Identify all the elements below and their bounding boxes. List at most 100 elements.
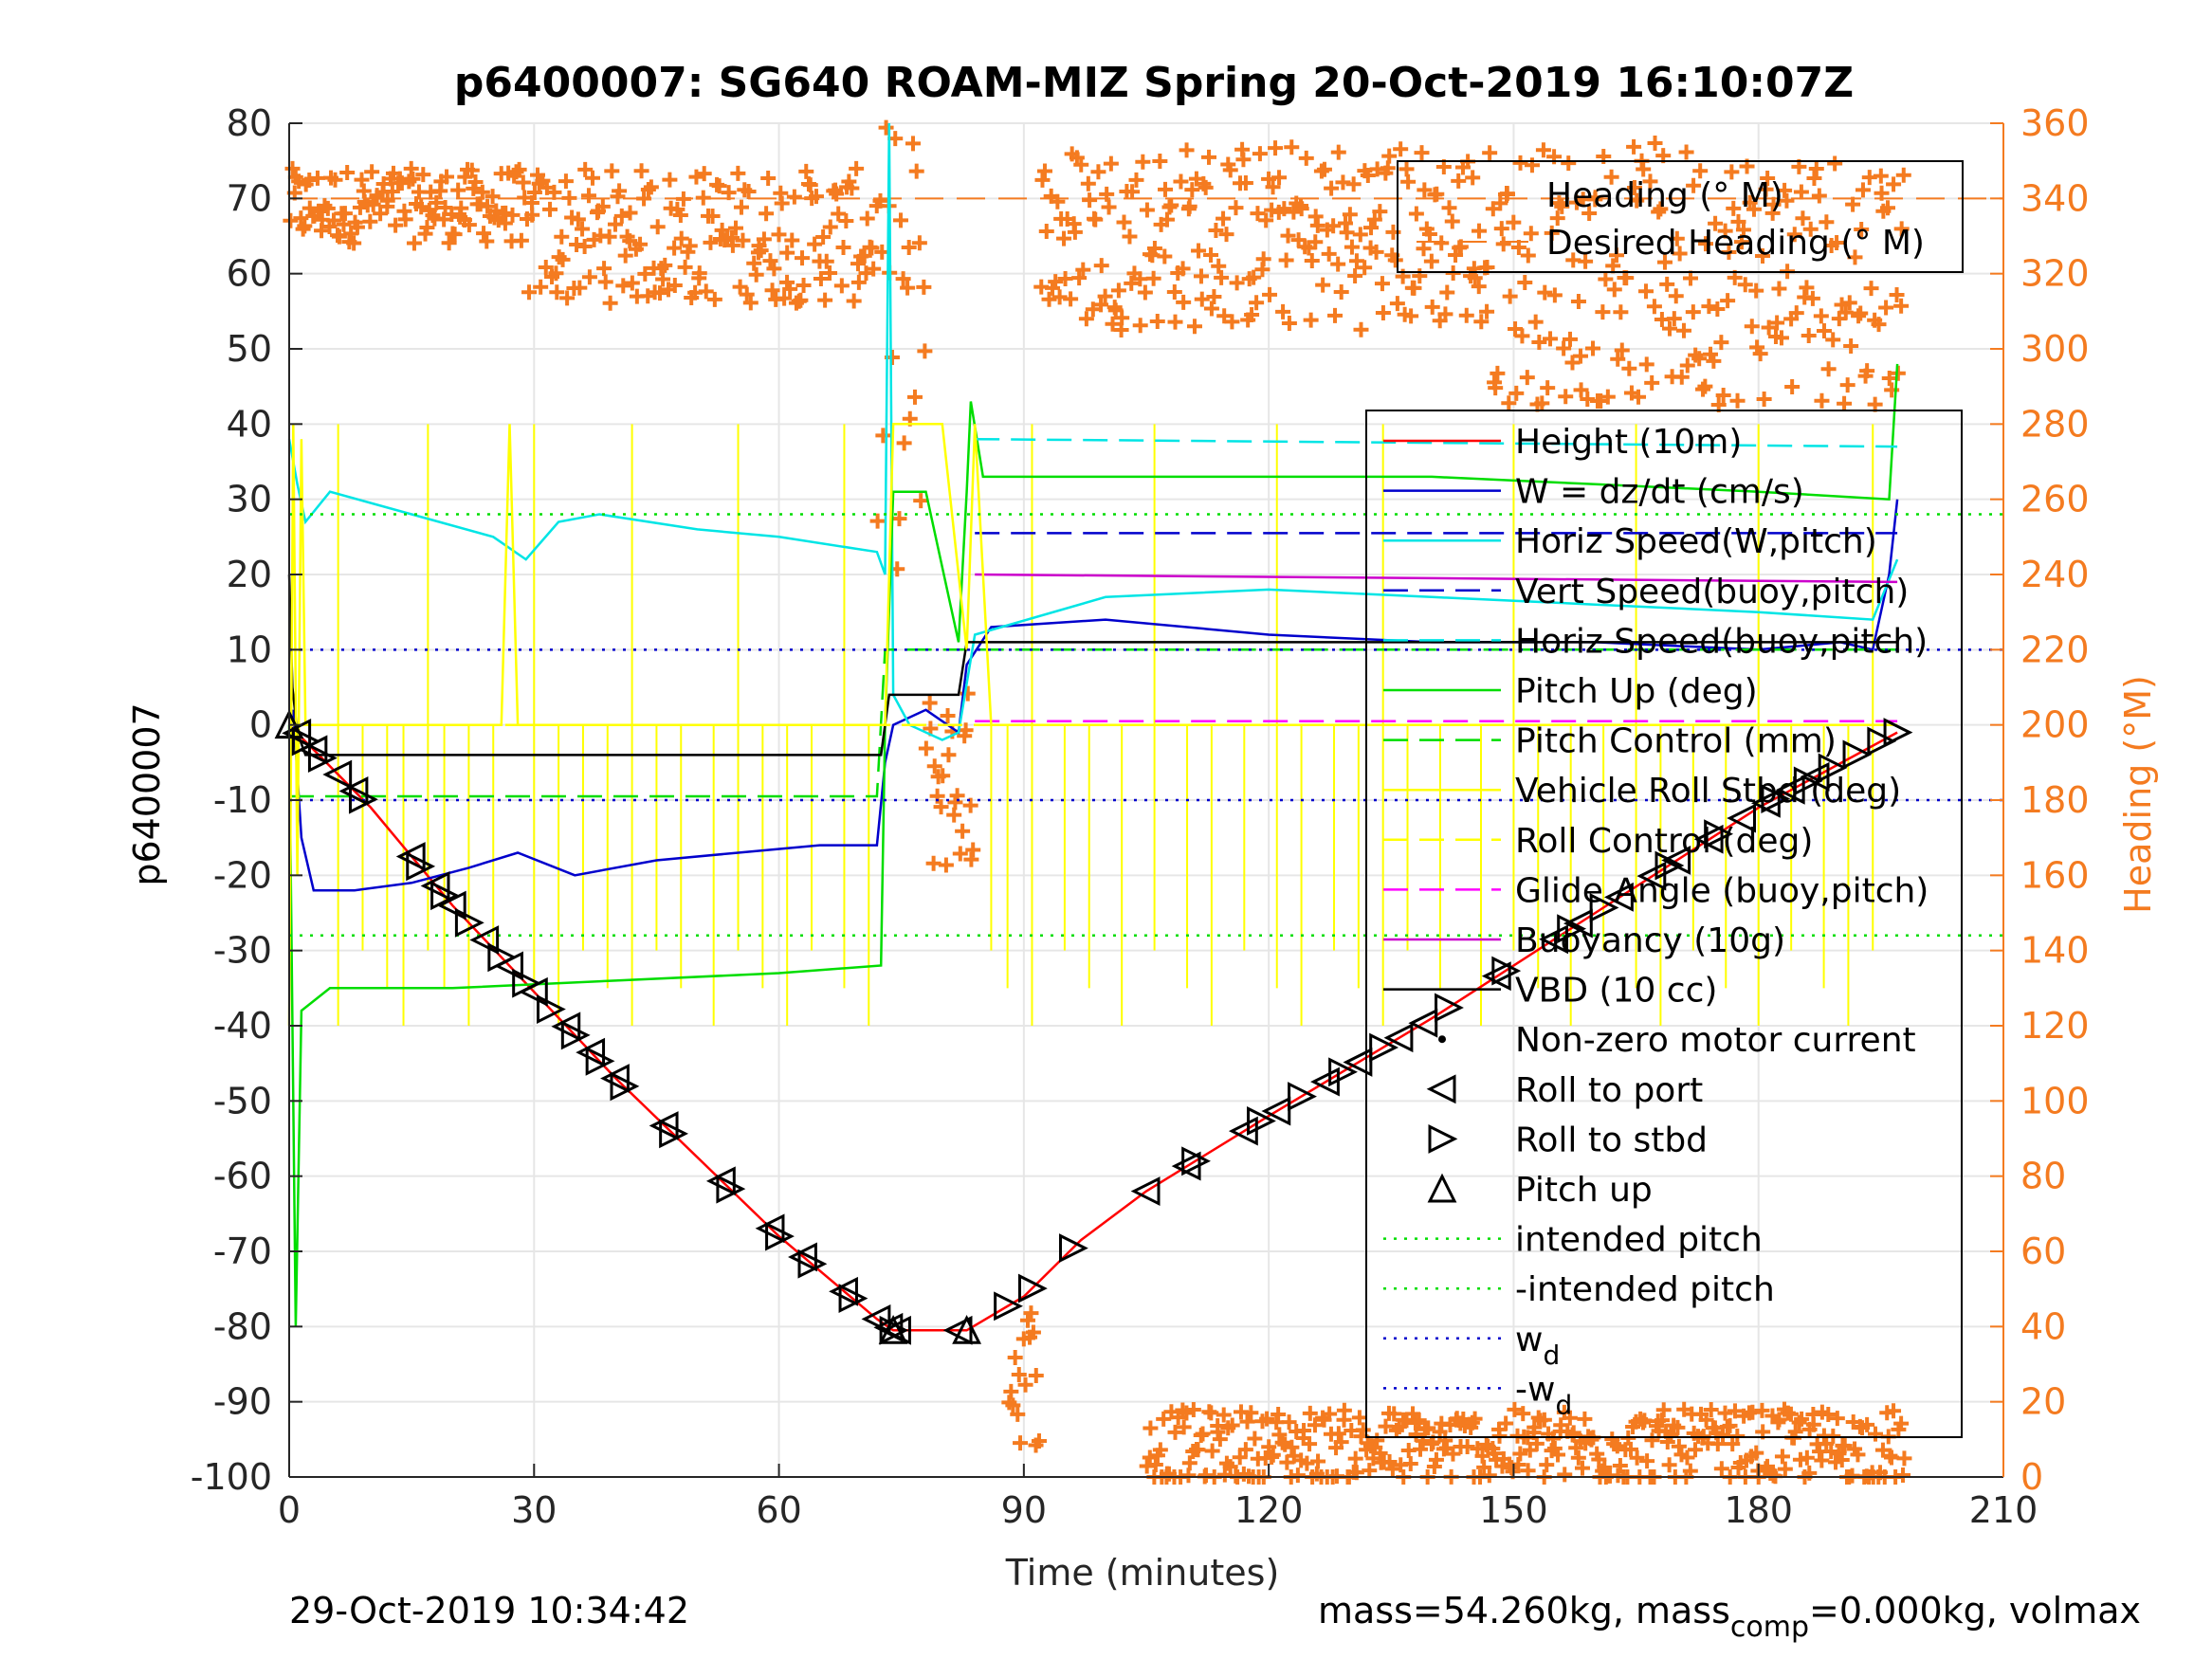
heading-point [1808, 160, 1824, 176]
heading-point [484, 189, 501, 205]
y-tick-label: 40 [227, 403, 272, 445]
heading-point [1321, 246, 1337, 262]
heading-point [905, 136, 921, 152]
heading-point [479, 233, 495, 249]
heading-point [748, 266, 764, 283]
heading-point [1811, 188, 1827, 204]
heading-point [1574, 1460, 1590, 1476]
heading-point [1152, 154, 1168, 170]
heading-point [1520, 1463, 1536, 1479]
heading-point [1488, 380, 1504, 396]
heading-point [533, 279, 549, 295]
heading-point [730, 165, 746, 181]
heading-point [1434, 235, 1450, 251]
y2-tick-label: 120 [2020, 1005, 2090, 1047]
heading-point [379, 192, 395, 209]
heading-point [1175, 261, 1191, 277]
heading-point [1825, 1428, 1841, 1444]
heading-point [856, 247, 872, 264]
heading-point [1176, 294, 1192, 310]
heading-point [1190, 1442, 1206, 1458]
heading-point [1889, 286, 1905, 302]
heading-point [815, 228, 832, 245]
heading-point [962, 797, 978, 813]
heading-point [1132, 271, 1148, 287]
heading-point [1825, 332, 1841, 348]
roll-stbd-marker [610, 1071, 640, 1102]
heading-point [1730, 213, 1746, 229]
heading-point [1881, 371, 1897, 387]
heading-point [1863, 281, 1879, 297]
heading-point [721, 185, 737, 201]
heading-point [1406, 280, 1422, 296]
heading-point [1637, 283, 1654, 300]
heading-point [1444, 213, 1460, 229]
heading-point [1017, 1376, 1033, 1393]
heading-point [538, 259, 554, 275]
heading-point [1666, 311, 1682, 327]
heading-point [1330, 1426, 1346, 1442]
legend-label: Non-zero motor current [1515, 1021, 1916, 1060]
heading-point [1851, 308, 1867, 324]
heading-point [1501, 395, 1517, 411]
heading-point [1203, 301, 1219, 317]
heading-point [327, 172, 343, 188]
series-w-dz-dt-cm-s [287, 499, 1899, 892]
heading-point [1210, 1424, 1226, 1440]
heading-point [524, 207, 540, 223]
heading-point [354, 172, 370, 188]
y-tick-label: -100 [191, 1456, 272, 1498]
heading-point [1685, 304, 1701, 320]
heading-point [1139, 202, 1155, 218]
heading-point [817, 292, 833, 308]
heading-point [511, 161, 527, 177]
heading-point [581, 269, 597, 285]
y2-tick-label: 80 [2020, 1156, 2066, 1197]
heading-point [1726, 200, 1742, 216]
heading-point [1570, 294, 1586, 310]
heading-point [1048, 274, 1064, 290]
roll-port-marker [1310, 1066, 1340, 1097]
heading-point [1445, 1446, 1461, 1462]
y-tick-label: -10 [213, 779, 272, 821]
heading-point [1259, 1411, 1275, 1427]
heading-point [569, 236, 585, 252]
y2-tick-label: 340 [2020, 177, 2090, 219]
heading-point [1557, 1467, 1573, 1483]
heading-point [1709, 301, 1726, 318]
heading-point [1676, 1401, 1692, 1417]
heading-point [1232, 1449, 1248, 1466]
heading-point [1284, 1439, 1300, 1455]
roll-stbd-marker [1247, 1106, 1276, 1136]
heading-point [1669, 230, 1685, 246]
heading-point [807, 236, 823, 252]
heading-point [1146, 241, 1162, 257]
heading-point [1653, 201, 1669, 217]
heading-point [467, 173, 484, 190]
heading-point [1330, 256, 1346, 272]
heading-point [1417, 182, 1433, 198]
heading-point [1007, 1350, 1023, 1366]
heading-point [1534, 395, 1550, 411]
y-tick-label: 20 [227, 554, 272, 595]
heading-point [1333, 283, 1349, 300]
heading-point [1709, 1436, 1726, 1452]
heading-point [293, 210, 309, 227]
heading-point [1823, 1444, 1839, 1460]
heading-point [1063, 291, 1079, 307]
heading-point [1748, 283, 1764, 299]
footer-mass: mass=54.260kg, masscomp=0.000kg, volmax [1318, 1590, 2141, 1644]
heading-point [895, 271, 911, 287]
heading-point [297, 218, 313, 234]
heading-point [1255, 251, 1271, 267]
heading-point [1813, 308, 1829, 324]
heading-point [1631, 389, 1647, 405]
heading-point [1724, 164, 1740, 180]
heading-point [1347, 267, 1363, 283]
heading-point [813, 270, 829, 286]
heading-point [926, 758, 942, 775]
heading-point [1679, 1449, 1695, 1466]
heading-point [698, 283, 714, 300]
heading-point [952, 846, 968, 862]
